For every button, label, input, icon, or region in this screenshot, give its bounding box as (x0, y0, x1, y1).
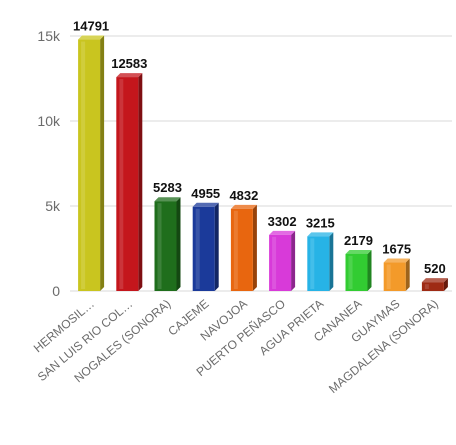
data-label: 4955 (191, 186, 220, 201)
bar (78, 35, 105, 291)
bar-top (230, 204, 257, 209)
bar-side (214, 202, 219, 291)
data-label: 2179 (344, 233, 373, 248)
bars (78, 35, 448, 292)
y-tick-label: 15k (37, 28, 61, 44)
bar-highlight (195, 208, 200, 289)
data-label: 1675 (382, 242, 411, 257)
bar-side (252, 204, 257, 291)
bar-highlight (386, 264, 391, 289)
bar-highlight (310, 238, 315, 289)
data-label: 5283 (153, 180, 182, 195)
data-label: 4832 (229, 188, 258, 203)
bar-top (345, 249, 372, 254)
bar (421, 278, 448, 291)
bar-side (329, 232, 334, 291)
y-axis-ticks: 0 5k 10k 15k (37, 28, 61, 299)
bar (154, 197, 181, 291)
bar-top (383, 258, 410, 263)
bar-highlight (348, 255, 353, 289)
data-labels: 14791 12583 5283 4955 4832 3302 3215 2179 1675 52… (73, 19, 446, 277)
bar-top (307, 232, 334, 237)
y-tick-label: 0 (52, 283, 60, 299)
bar-top (192, 202, 219, 207)
data-label: 3302 (268, 214, 297, 229)
bar (307, 232, 334, 291)
data-label: 12583 (111, 56, 147, 71)
bar-side (405, 258, 410, 291)
bar (192, 202, 219, 291)
bar-highlight (272, 236, 277, 289)
bar-front (421, 282, 444, 291)
bar-top (116, 73, 143, 78)
data-label: 14791 (73, 19, 109, 34)
bar-side (443, 278, 448, 291)
bar (345, 249, 372, 291)
bar (383, 258, 410, 291)
bar-highlight (233, 210, 238, 289)
bar-top (78, 35, 105, 40)
bar (269, 230, 296, 291)
bar-side (367, 249, 372, 291)
bar-highlight (81, 41, 86, 289)
data-label: 520 (424, 261, 446, 276)
bar (230, 204, 257, 291)
bar-side (138, 73, 143, 292)
y-tick-label: 5k (45, 198, 61, 214)
bar-highlight (119, 79, 124, 290)
bar-top (421, 278, 448, 283)
y-tick-label: 10k (37, 113, 61, 129)
bar-highlight (424, 284, 429, 289)
bar-highlight (157, 203, 162, 289)
bar-side (291, 230, 296, 291)
category-labels: HERMOSIL…SAN LUIS RIO COL…NOGALES (SONOR… (31, 297, 441, 396)
bar-side (100, 35, 105, 291)
bar-top (154, 197, 181, 202)
data-label: 3215 (306, 215, 335, 230)
bar-top (269, 230, 296, 235)
bar-side (176, 197, 181, 291)
bar (116, 73, 143, 292)
